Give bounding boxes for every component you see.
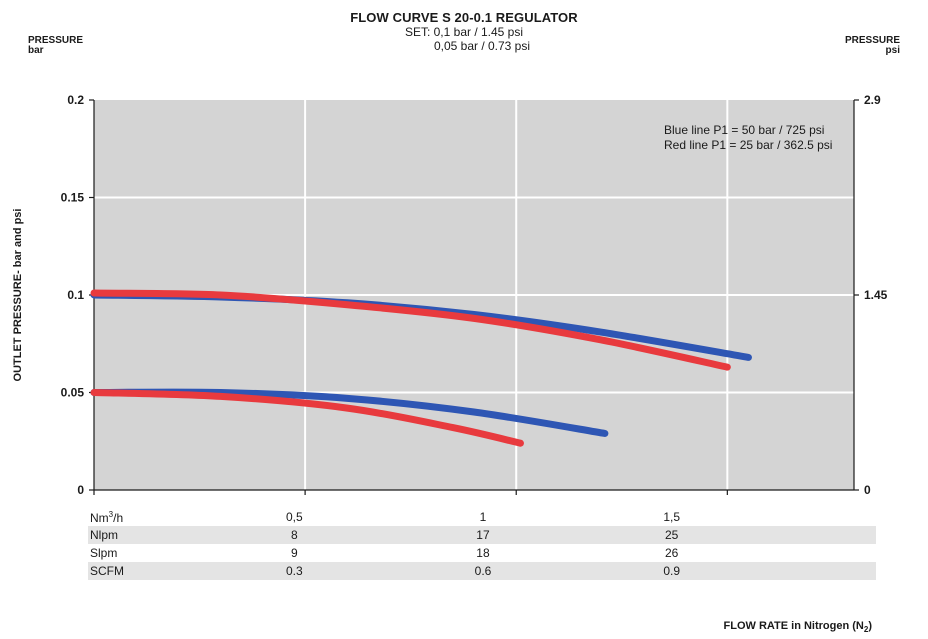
x-axis-label-sub: 2	[863, 625, 869, 635]
left-tick-label-3: 0.15	[61, 191, 85, 205]
right-tick-label-0: 0	[864, 483, 871, 497]
cell-nlpm-3: 25	[577, 526, 766, 544]
left-tick-label-1: 0.05	[61, 386, 85, 400]
right-axis-pressure-word: PRESSURE	[844, 35, 900, 46]
legend-line-red: Red line P1 = 25 bar / 362.5 psi	[664, 138, 832, 152]
cell-nm3h-3: 1,5	[663, 510, 680, 524]
left-axis-pressure-word: PRESSURE	[28, 35, 84, 46]
cell-nlpm-1: 8	[200, 526, 389, 544]
table-row-slpm: Slpm 9 18 26	[88, 544, 876, 562]
unit-suffix: /h	[113, 510, 124, 525]
series-group	[90, 289, 752, 447]
chart-subtitle-line-1: SET: 0,1 bar / 1.45 psi	[404, 25, 524, 39]
tick-labels: 0 0.05 0.1 0.15 0.2 0 1.45 2.9	[61, 93, 888, 497]
table-row-scfm: SCFM 0.3 0.6 0.9	[88, 562, 876, 580]
cell-scfm-3: 0.9	[577, 562, 766, 580]
series-line-1	[90, 289, 731, 371]
left-tick-label-2: 0.1	[67, 288, 84, 302]
cell-slpm-3: 26	[664, 546, 679, 560]
cell-spacer	[766, 526, 876, 544]
chart-subtitle-line-2: 0,05 bar / 0.73 psi	[433, 39, 531, 53]
left-tick-label-0: 0	[77, 483, 84, 497]
cell-nm3h-2: 1	[479, 510, 487, 524]
left-axis-unit: bar	[28, 45, 44, 56]
cell-spacer	[766, 544, 876, 562]
left-tick-label-4: 0.2	[67, 93, 84, 107]
cell-scfm-2: 0.6	[388, 562, 578, 580]
cell-spacer	[766, 508, 876, 526]
y-axis-label: OUTLET PRESSURE- bar and psi	[12, 209, 24, 382]
title-block: FLOW CURVE S 20-0.1 REGULATOR SET: 0,1 b…	[0, 10, 928, 53]
unit-base: Nm	[90, 510, 109, 525]
right-axis-unit-label: PRESSURE psi	[845, 36, 900, 56]
chart-title: FLOW CURVE S 20-0.1 REGULATOR	[350, 10, 578, 25]
table-row-nlpm: Nlpm 8 17 25	[88, 526, 876, 544]
row-label-scfm: SCFM	[88, 562, 200, 580]
row-label-nm3h: Nm3/h	[88, 508, 200, 526]
legend-line-blue: Blue line P1 = 50 bar / 725 psi	[664, 123, 824, 137]
cell-spacer	[766, 562, 876, 580]
unit-sup: 3	[108, 509, 114, 519]
x-axis-label: FLOW RATE in Nitrogen (N2)	[724, 620, 872, 634]
row-label-nlpm: Nlpm	[88, 526, 200, 544]
cell-nlpm-2: 17	[388, 526, 578, 544]
right-axis-unit: psi	[885, 45, 900, 56]
series-line-3	[90, 389, 524, 447]
left-axis-unit-label: PRESSURE bar	[28, 36, 83, 56]
table-row-nm3h: Nm3/h 0,5 1 1,5	[88, 508, 876, 526]
flow-conversion-table: Nm3/h 0,5 1 1,5 Nlpm 8 17 25 Slpm 9 18 2…	[88, 508, 876, 580]
cell-scfm-1: 0.3	[200, 562, 389, 580]
grid-lines	[94, 100, 854, 490]
x-axis-label-suffix: )	[868, 620, 872, 632]
cell-slpm-1: 9	[290, 546, 298, 560]
right-tick-label-2: 2.9	[864, 93, 881, 107]
row-label-slpm: Slpm	[90, 546, 118, 560]
right-tick-label-1: 1.45	[864, 288, 888, 302]
cell-nm3h-1: 0,5	[285, 510, 303, 524]
x-axis-label-prefix: FLOW RATE in Nitrogen (N	[723, 620, 864, 632]
cell-slpm-2: 18	[476, 546, 490, 560]
